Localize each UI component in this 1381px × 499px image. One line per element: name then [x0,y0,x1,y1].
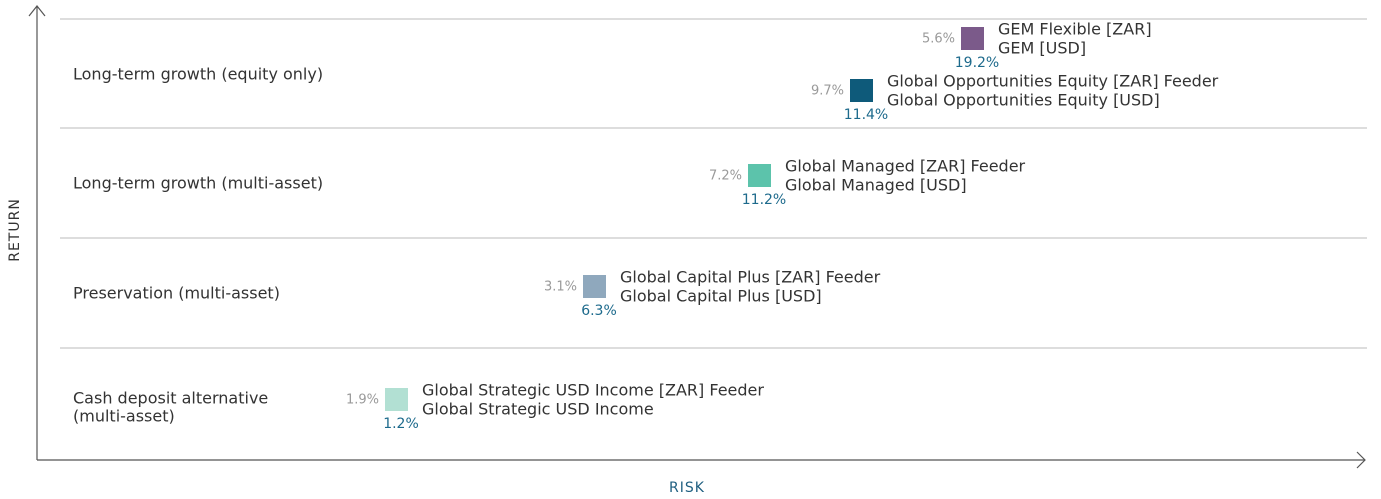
fund-name: Global Managed [USD] [785,176,967,195]
x-arrow [1356,451,1366,469]
fund-marker [748,164,771,187]
fund-marker [850,79,873,102]
grey-value: 5.6% [922,32,955,47]
band-label: Long-term growth (multi-asset) [73,174,323,193]
fund-name: GEM Flexible [ZAR] [998,20,1152,39]
fund-name: GEM [USD] [998,39,1086,58]
grey-value: 9.7% [811,84,844,99]
blue-value: 1.2% [383,416,419,432]
fund-name: Global Managed [ZAR] Feeder [785,157,1026,176]
blue-value: 11.4% [844,107,888,123]
y-axis-title: RETURN [7,198,23,262]
axes [28,5,1366,469]
grey-value: 1.9% [346,393,379,408]
fund-name: Global Strategic USD Income [ZAR] Feeder [422,381,764,400]
band-label: Cash deposit alternative [73,389,268,408]
fund-marker [961,27,984,50]
y-arrow [28,5,46,17]
band-label: Preservation (multi-asset) [73,284,280,303]
fund-name: Global Capital Plus [ZAR] Feeder [620,268,881,287]
fund-marker [583,275,606,298]
fund-name: Global Capital Plus [USD] [620,287,822,306]
fund-name: Global Opportunities Equity [ZAR] Feeder [887,72,1219,91]
fund-name: Global Strategic USD Income [422,400,654,419]
band-label: Long-term growth (equity only) [73,65,323,84]
blue-value: 11.2% [742,192,786,208]
separators [60,18,1367,349]
fund-marker [385,388,408,411]
fund-name: Global Opportunities Equity [USD] [887,91,1160,110]
blue-value: 19.2% [955,55,999,71]
band-label: (multi-asset) [73,407,175,426]
grey-value: 3.1% [544,280,577,295]
grey-value: 7.2% [709,169,742,184]
x-axis-title: RISK [669,480,705,496]
blue-value: 6.3% [581,303,617,319]
